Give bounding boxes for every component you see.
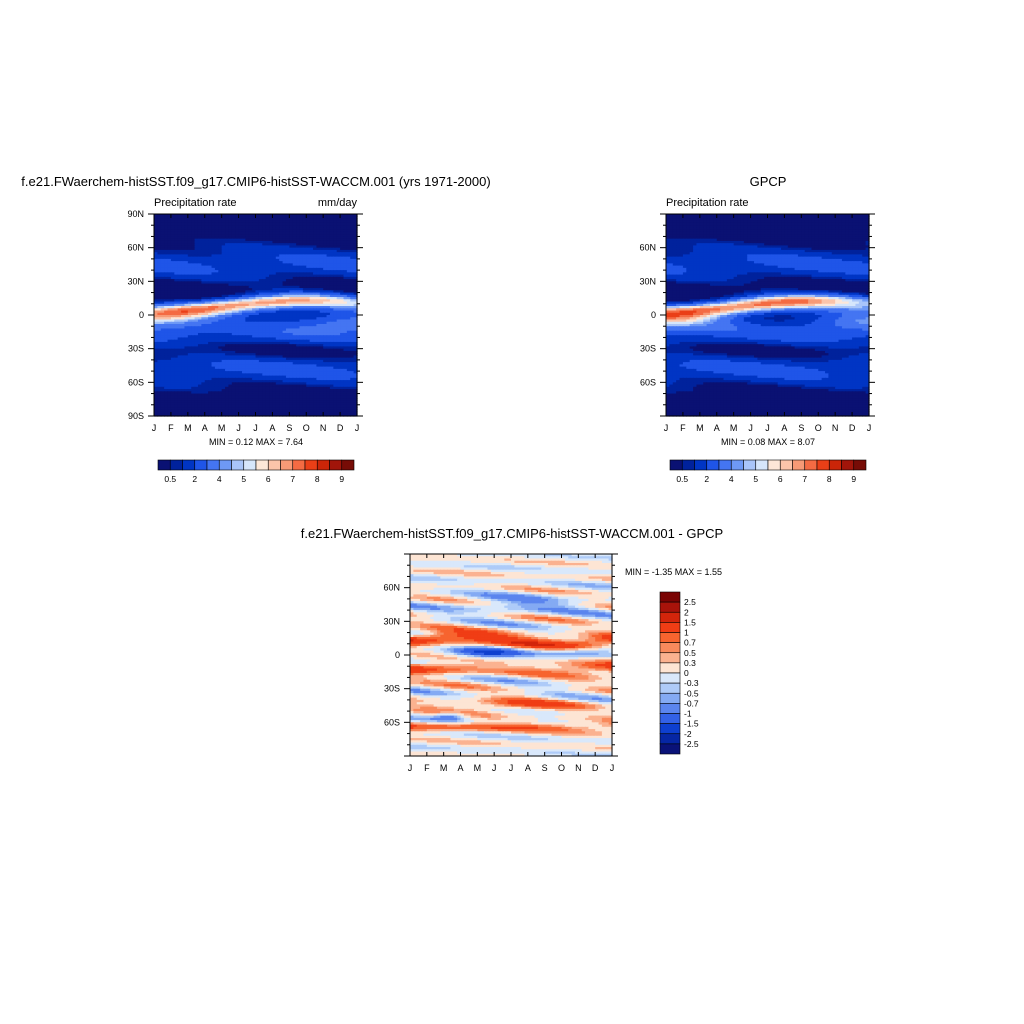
panel1-units-label: mm/day (318, 197, 358, 209)
panel1-title: f.e21.FWaerchem-histSST.f09_g17.CMIP6-hi… (21, 174, 490, 189)
panel1-left-label: Precipitation rate (154, 197, 237, 209)
